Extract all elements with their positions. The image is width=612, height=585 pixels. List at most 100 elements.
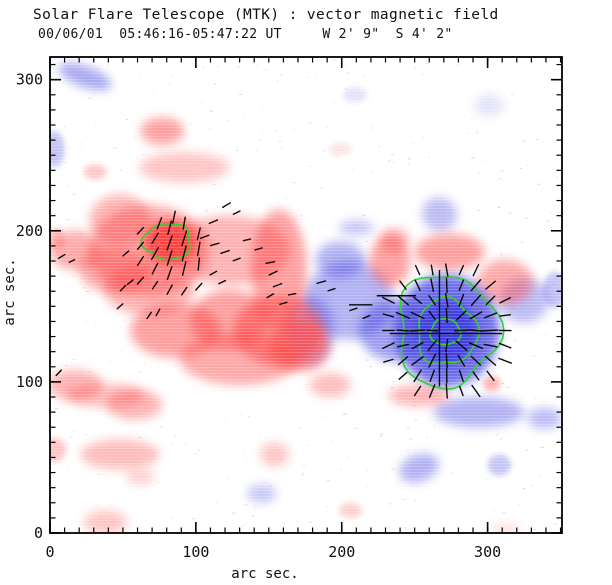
field-vector bbox=[414, 264, 421, 276]
field-vector bbox=[470, 279, 482, 292]
plot-frame bbox=[49, 56, 563, 534]
field-vector bbox=[483, 343, 498, 348]
field-vector bbox=[327, 287, 336, 292]
axes: 0 100 200 300 0 100 200 300 arc sec. arc sec. bbox=[2, 56, 563, 582]
field-vector bbox=[468, 329, 484, 332]
figure-subtitle: 00/06/01 05:46:16-05:47:22 UT W 2' 9" S … bbox=[38, 27, 453, 42]
field-vector bbox=[428, 310, 436, 321]
field-vector bbox=[196, 227, 201, 241]
field-vector bbox=[151, 262, 159, 275]
field-vector bbox=[486, 370, 495, 382]
field-vector bbox=[287, 292, 297, 296]
field-vector bbox=[172, 210, 176, 224]
field-vector bbox=[445, 263, 449, 277]
field-vector bbox=[265, 261, 276, 264]
field-vector bbox=[395, 311, 411, 319]
x-tick-label: 100 bbox=[182, 543, 209, 561]
field-vector bbox=[232, 210, 241, 215]
field-vector bbox=[430, 278, 435, 293]
field-vector bbox=[445, 338, 449, 353]
field-vector bbox=[209, 270, 218, 276]
field-vector bbox=[458, 264, 465, 276]
x-axis-label: arc sec. bbox=[231, 566, 298, 582]
field-vector bbox=[428, 384, 436, 398]
field-vector bbox=[151, 246, 160, 261]
field-vector bbox=[483, 312, 498, 319]
field-vector bbox=[166, 265, 173, 281]
y-axis-label: arc sec. bbox=[2, 258, 18, 325]
field-contour bbox=[429, 318, 462, 346]
polarity-blob bbox=[569, 305, 598, 356]
field-vector bbox=[445, 307, 448, 324]
field-vector bbox=[68, 259, 76, 263]
field-vector bbox=[208, 219, 219, 225]
y-tick-label: 200 bbox=[16, 222, 43, 240]
field-vector bbox=[458, 279, 465, 291]
field-vector bbox=[444, 292, 449, 308]
field-vector bbox=[268, 270, 278, 276]
field-vector bbox=[151, 232, 159, 245]
field-vector bbox=[498, 342, 512, 349]
field-vector bbox=[136, 226, 145, 235]
x-tick-label: 0 bbox=[45, 543, 54, 561]
field-vector bbox=[413, 296, 423, 305]
field-vector bbox=[181, 261, 187, 276]
field-vector bbox=[397, 356, 409, 366]
field-vector bbox=[136, 255, 145, 267]
field-vector bbox=[119, 284, 127, 292]
field-vector bbox=[484, 355, 497, 366]
field-vector bbox=[222, 202, 231, 209]
field-vector bbox=[396, 329, 410, 332]
field-vector bbox=[409, 329, 426, 332]
field-vector bbox=[458, 385, 464, 397]
field-vector bbox=[381, 342, 395, 350]
field-vector bbox=[445, 383, 448, 399]
field-vector bbox=[122, 250, 130, 257]
field-vector bbox=[458, 369, 464, 382]
field-vector bbox=[218, 279, 227, 285]
field-vector bbox=[156, 216, 163, 230]
y-tick-label: 300 bbox=[16, 71, 43, 89]
field-vector bbox=[428, 295, 437, 306]
field-vector bbox=[166, 250, 173, 266]
x-tick-label: 300 bbox=[474, 543, 501, 561]
field-vector bbox=[316, 280, 327, 285]
field-vector bbox=[499, 314, 512, 317]
field-vector bbox=[381, 296, 395, 304]
field-vector bbox=[472, 371, 480, 381]
field-vector bbox=[499, 297, 512, 304]
field-vector bbox=[382, 313, 395, 318]
scanline-texture bbox=[50, 57, 562, 533]
field-vector bbox=[397, 295, 409, 306]
field-vector bbox=[430, 264, 434, 276]
field-vector bbox=[413, 369, 422, 383]
heatmap-layer bbox=[50, 57, 598, 533]
field-vector bbox=[362, 314, 371, 320]
field-vector bbox=[136, 276, 145, 285]
field-vector bbox=[470, 294, 482, 307]
field-vector bbox=[254, 247, 263, 251]
field-vector bbox=[411, 341, 424, 350]
field-vector bbox=[427, 339, 437, 352]
field-vector bbox=[411, 355, 424, 366]
field-vector bbox=[425, 329, 439, 332]
field-vector bbox=[485, 295, 496, 306]
field-vector bbox=[209, 242, 220, 247]
field-vector bbox=[116, 303, 124, 310]
field-vector bbox=[146, 311, 152, 320]
field-vector bbox=[445, 277, 448, 294]
figure-title: Solar Flare Telescope (MTK) : vector mag… bbox=[33, 7, 499, 23]
field-vector bbox=[414, 279, 421, 291]
field-vector bbox=[55, 369, 63, 377]
field-vector bbox=[445, 352, 448, 369]
field-vector bbox=[167, 220, 173, 236]
field-vector bbox=[396, 343, 410, 348]
field-vector bbox=[242, 238, 252, 242]
field-vector bbox=[471, 384, 481, 398]
field-vector bbox=[181, 230, 188, 247]
field-vector bbox=[399, 280, 407, 290]
field-vector bbox=[151, 280, 159, 290]
field-vector bbox=[498, 357, 513, 364]
